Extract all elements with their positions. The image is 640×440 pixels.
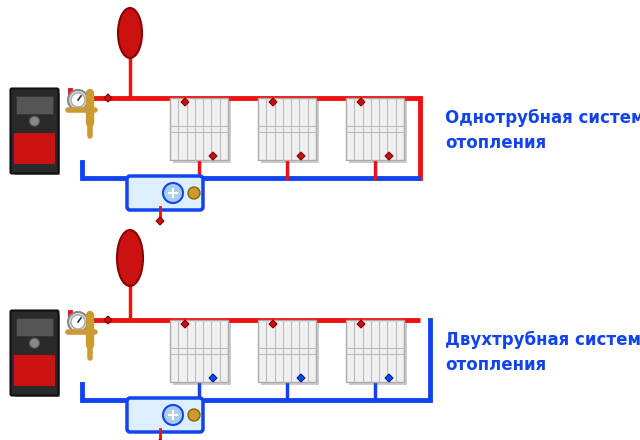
Polygon shape: [156, 439, 164, 440]
Polygon shape: [181, 320, 189, 328]
Bar: [14, 355, 55, 386]
Polygon shape: [104, 316, 112, 324]
Circle shape: [29, 338, 40, 348]
Bar: [15, 93, 60, 175]
FancyBboxPatch shape: [10, 311, 58, 396]
Circle shape: [68, 312, 88, 332]
Circle shape: [188, 187, 200, 199]
Polygon shape: [385, 152, 393, 160]
Ellipse shape: [118, 8, 142, 58]
Bar: [349, 101, 407, 163]
Bar: [14, 132, 55, 164]
Bar: [173, 323, 231, 385]
Polygon shape: [156, 217, 164, 225]
Polygon shape: [297, 374, 305, 382]
Polygon shape: [209, 152, 217, 160]
Bar: [15, 315, 60, 397]
Polygon shape: [269, 320, 277, 328]
Bar: [170, 320, 228, 382]
FancyBboxPatch shape: [127, 176, 203, 210]
Circle shape: [71, 93, 85, 107]
Bar: [170, 98, 228, 160]
Circle shape: [163, 183, 183, 203]
Bar: [16, 96, 53, 114]
Polygon shape: [297, 152, 305, 160]
Polygon shape: [181, 98, 189, 106]
Bar: [258, 320, 316, 382]
Bar: [346, 320, 404, 382]
Polygon shape: [104, 94, 112, 102]
Bar: [261, 101, 319, 163]
FancyBboxPatch shape: [10, 88, 58, 173]
Bar: [261, 323, 319, 385]
Polygon shape: [357, 98, 365, 106]
Bar: [16, 318, 53, 336]
Circle shape: [68, 90, 88, 110]
Bar: [346, 98, 404, 160]
Polygon shape: [269, 98, 277, 106]
Text: Двухтрубная система
отопления: Двухтрубная система отопления: [445, 330, 640, 374]
Circle shape: [163, 405, 183, 425]
Bar: [173, 101, 231, 163]
Text: Однотрубная система
отопления: Однотрубная система отопления: [445, 108, 640, 151]
Ellipse shape: [117, 230, 143, 286]
Polygon shape: [209, 374, 217, 382]
Circle shape: [29, 116, 40, 126]
Circle shape: [188, 409, 200, 421]
Bar: [258, 98, 316, 160]
Polygon shape: [385, 374, 393, 382]
FancyBboxPatch shape: [127, 398, 203, 432]
Bar: [349, 323, 407, 385]
Polygon shape: [357, 320, 365, 328]
Circle shape: [71, 315, 85, 329]
